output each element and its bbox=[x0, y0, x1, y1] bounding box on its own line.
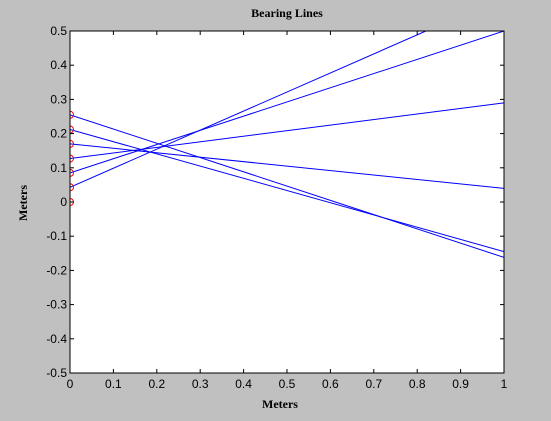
y-tick-label: 0 bbox=[60, 195, 67, 209]
bearing-line-5 bbox=[70, 129, 504, 253]
x-tick-label: 0 bbox=[67, 377, 74, 391]
y-tick-label: 0.5 bbox=[50, 24, 67, 38]
x-tick-label: 0.3 bbox=[192, 377, 209, 391]
sensor-marker-3 bbox=[70, 168, 74, 177]
chart-title: Bearing Lines bbox=[251, 6, 323, 20]
bearing-line-1 bbox=[70, 31, 427, 188]
y-tick-label: -0.4 bbox=[46, 332, 67, 346]
x-axis-ticks: 0 0.1 0.2 0.3 0.4 0.5 0.6 0.7 0.8 0.9 1 bbox=[67, 31, 508, 391]
bearing-line-3 bbox=[70, 102, 504, 160]
x-tick-label: 0.6 bbox=[322, 377, 339, 391]
sensor-marker-7 bbox=[70, 110, 74, 119]
y-tick-label: -0.1 bbox=[46, 229, 67, 243]
y-tick-label: 0.2 bbox=[50, 127, 67, 141]
y-axis-ticks: -0.5 -0.4 -0.3 -0.2 -0.1 0 0.1 0.2 0.3 0.4 0.5 bbox=[46, 24, 504, 380]
y-axis-label: Meters bbox=[16, 185, 30, 221]
y-tick-label: -0.2 bbox=[46, 263, 67, 277]
bearing-line-4 bbox=[70, 143, 504, 189]
x-axis-label: Meters bbox=[262, 397, 298, 411]
y-tick-label: 0.4 bbox=[50, 58, 67, 72]
x-tick-label: 0.7 bbox=[365, 377, 382, 391]
sensor-marker-6 bbox=[70, 125, 74, 134]
plot-area bbox=[70, 31, 504, 373]
x-tick-label: 0.2 bbox=[148, 377, 165, 391]
sensor-marker-2 bbox=[70, 183, 74, 192]
y-tick-label: 0.1 bbox=[50, 161, 67, 175]
x-tick-label: 0.5 bbox=[279, 377, 296, 391]
y-tick-label: 0.3 bbox=[50, 92, 67, 106]
sensor-marker-4 bbox=[70, 154, 74, 163]
y-tick-label: -0.3 bbox=[46, 298, 67, 312]
x-tick-label: 0.1 bbox=[105, 377, 122, 391]
bearing-lines bbox=[70, 31, 504, 258]
x-tick-label: 0.9 bbox=[452, 377, 469, 391]
y-tick-label: -0.5 bbox=[46, 366, 67, 380]
x-tick-label: 0.4 bbox=[235, 377, 252, 391]
bearing-line-6 bbox=[70, 114, 504, 258]
x-tick-label: 0.8 bbox=[409, 377, 426, 391]
x-tick-label: 1 bbox=[501, 377, 508, 391]
sensor-marker-5 bbox=[70, 139, 74, 148]
